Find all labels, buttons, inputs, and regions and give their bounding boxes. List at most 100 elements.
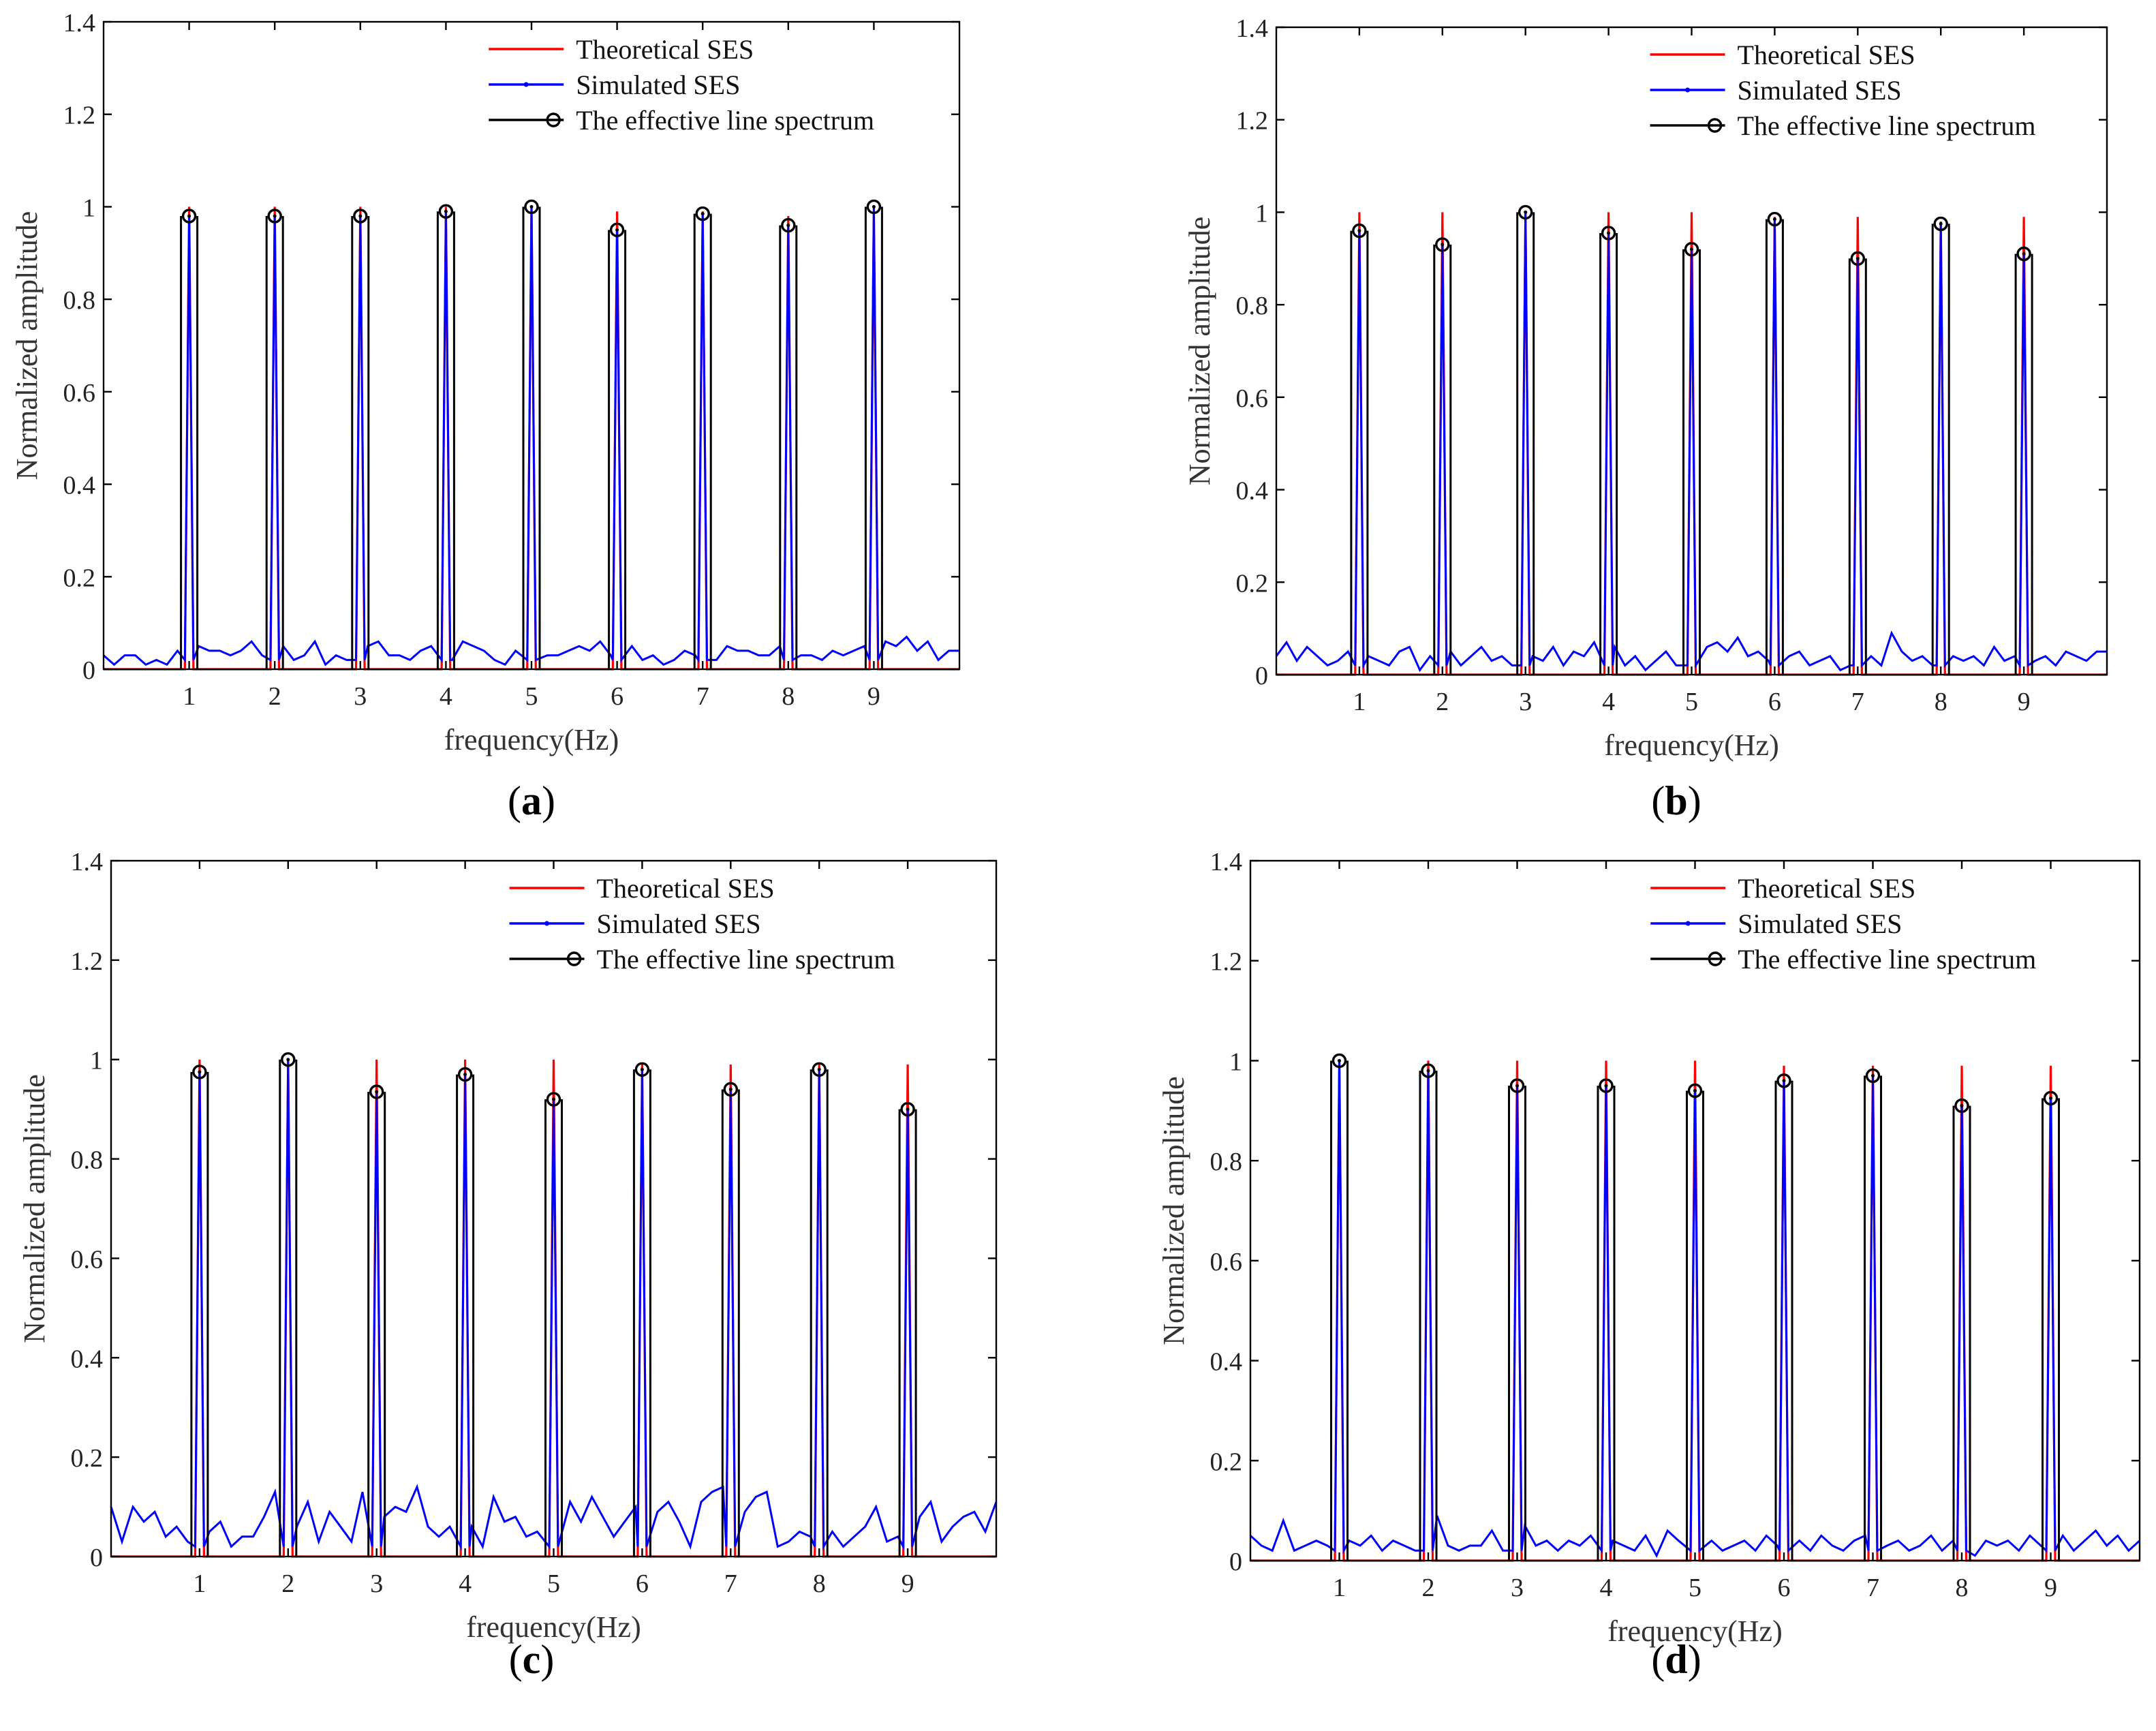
series-simulated-ses [1275,212,2107,673]
effective-line-marker [1435,237,1450,252]
x-tick-label: 1 [1333,1574,1346,1602]
x-tick-label: 8 [782,682,795,711]
panel-caption: (d) [1651,1637,1701,1682]
effective-line-marker-dot [198,1070,202,1074]
x-tick-label: 9 [2018,688,2031,716]
x-tick-label: 3 [1511,1574,1524,1602]
y-tick-label: 1.4 [71,848,104,876]
x-tick-label: 9 [867,682,880,711]
y-tick-label: 0.4 [71,1345,104,1373]
legend-marker [1708,951,1723,966]
effective-line-marker-dot [1607,231,1611,235]
effective-line-marker [866,199,882,215]
legend-entry: The effective line spectrum [576,105,874,136]
effective-line-marker [438,204,454,219]
effective-line-marker [192,1064,207,1079]
x-tick-label: 1 [183,682,196,711]
effective-line-marker-dot [817,1067,821,1071]
effective-line-marker-dot [786,224,790,228]
effective-line-marker-dot [2049,1096,2052,1100]
y-tick-label: 0.4 [63,472,96,500]
y-tick-label: 0 [1255,662,1268,690]
effective-line-marker-dot [273,214,277,218]
effective-line-marker [1421,1063,1436,1078]
legend-entry: Simulated SES [597,908,761,939]
y-tick-label: 0.6 [1210,1248,1243,1276]
y-tick-label: 0.8 [63,286,96,315]
caption-paren: ) [542,778,555,823]
x-tick-label: 4 [440,682,452,711]
y-tick-label: 0.2 [71,1444,104,1473]
legend-entry: The effective line spectrum [1738,944,2036,975]
x-tick-label: 2 [1422,1574,1435,1602]
y-tick-label: 1 [1255,199,1268,228]
x-tick-label: 2 [1436,688,1449,716]
caption-letter: a [521,778,542,823]
legend-marker [546,112,561,127]
x-axis-label: frequency(Hz) [1604,729,1779,762]
legend-marker [1685,87,1691,93]
caption-paren: ) [1688,1637,1701,1682]
x-tick-label: 6 [636,1569,649,1598]
legend-entry: Simulated SES [576,70,740,100]
y-tick-label: 1 [90,1047,103,1075]
x-tick-label: 7 [724,1569,737,1598]
effective-line-marker [267,209,282,224]
x-tick-label: 5 [1685,688,1698,716]
effective-line-marker-dot [463,1073,467,1077]
caption-letter: b [1665,778,1687,823]
x-tick-label: 7 [1851,688,1864,716]
effective-line-marker [2016,246,2031,262]
y-axis-label: Normalized amplitude [1183,217,1216,486]
effective-line-marker [1865,1068,1881,1084]
x-tick-label: 4 [1602,688,1615,716]
effective-line-marker-dot [1855,256,1860,260]
x-tick-label: 8 [813,1569,826,1598]
effective-line-marker-dot [615,228,619,232]
effective-line-marker-dot [1782,1079,1786,1083]
effective-line-marker [1684,242,1699,257]
effective-line-marker [546,1092,561,1107]
effective-line-marker-dot [872,204,876,209]
legend-entry: Simulated SES [1738,908,1902,939]
x-axis-label: frequency(Hz) [466,1610,641,1644]
effective-line-marker [2043,1090,2059,1106]
y-tick-label: 0 [1229,1548,1242,1576]
panel-caption: (b) [1651,778,1701,823]
caption-paren: ) [540,1637,554,1682]
effective-line-marker-dot [1772,217,1776,221]
x-tick-label: 1 [1353,688,1366,716]
x-tick-label: 8 [1935,688,1947,716]
y-tick-label: 0.2 [63,564,96,592]
effective-line-marker [723,1082,739,1097]
x-axis-label: frequency(Hz) [1607,1614,1783,1648]
y-tick-label: 1 [1229,1047,1242,1076]
effective-line-marker [1331,1053,1347,1069]
legend-entry: Theoretical SES [1738,873,1915,904]
effective-line-marker-dot [552,1097,555,1101]
effective-line-marker-dot [1357,229,1361,233]
y-tick-label: 0.4 [1210,1348,1243,1377]
legend-marker [566,951,582,966]
caption-paren: ( [509,1637,523,1682]
effective-line-marker [524,199,539,215]
y-axis-label: Normalized amplitude [18,1074,51,1343]
effective-line-marker-dot [358,214,363,218]
effective-line-marker [1767,211,1783,227]
chart-panel-d: 1 2 3 4 5 6 7 8 9 0 0.2 0.4 0.6 0.8 1 1.2 1.4 frequency(H… [1157,848,2141,1682]
effective-line-marker-dot [444,209,448,213]
effective-line-marker [695,206,710,221]
chart-panel-b: 1 2 3 4 5 6 7 8 9 0 0.2 0.4 0.6 0.8 1 1.2 1.4 frequency(H… [1183,14,2108,823]
effective-line-marker-dot [1604,1084,1608,1088]
effective-line-marker [1933,216,1948,232]
effective-line-marker-dot [1871,1073,1875,1077]
effective-line-marker-dot [1939,221,1943,226]
x-axis-label: frequency(Hz) [444,723,619,756]
effective-line-marker [369,1084,384,1099]
y-tick-label: 1 [82,194,95,222]
legend-marker [1707,118,1723,133]
legend-marker [544,921,550,926]
effective-line-marker-dot [187,214,191,218]
effective-line-marker-dot [1960,1103,1964,1107]
